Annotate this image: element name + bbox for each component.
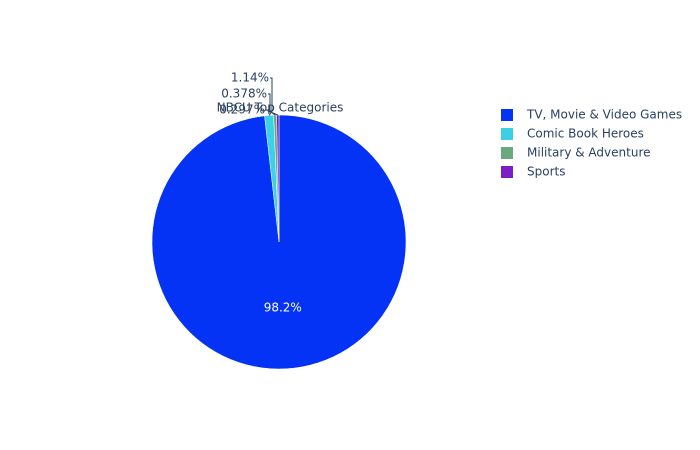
slice-label: 1.14% (231, 71, 269, 85)
chart-title: NBCU Top Categories (217, 101, 344, 115)
legend-swatch (501, 166, 513, 178)
legend-label: TV, Movie & Video Games (526, 108, 682, 122)
legend-label: Comic Book Heroes (527, 127, 644, 141)
legend-label: Sports (527, 165, 565, 179)
legend-swatch (501, 109, 513, 121)
slice-label: 98.2% (264, 300, 302, 314)
legend-swatch (501, 128, 513, 140)
slice-label: 0.378% (221, 87, 267, 101)
slice-label: 0.297% (219, 103, 265, 117)
legend-label: Military & Adventure (527, 146, 651, 160)
legend-swatch (501, 147, 513, 159)
leader-line (268, 77, 273, 116)
leader-line (266, 109, 279, 116)
